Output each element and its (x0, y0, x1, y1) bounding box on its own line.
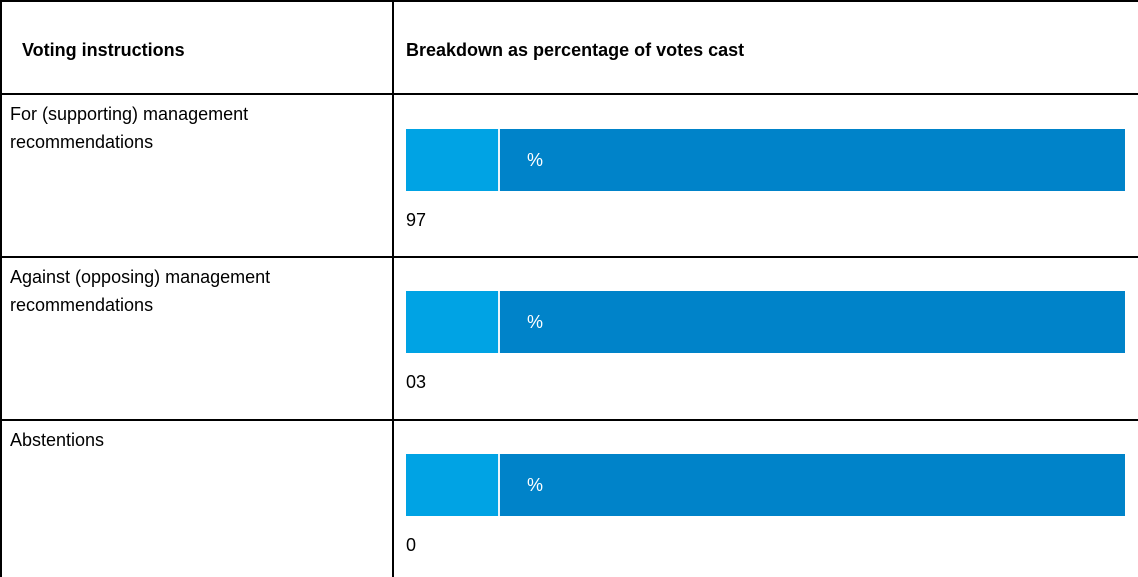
row-value: 03 (406, 372, 427, 392)
row-label-line2: recommendations (10, 295, 154, 315)
bar-divider (498, 291, 500, 353)
table-row-divider (0, 419, 1138, 421)
bar-divider (498, 454, 500, 516)
table-row-divider (0, 256, 1138, 258)
row-label-line1: Abstentions (10, 430, 105, 450)
table-row-divider (0, 93, 1138, 95)
header-voting-instructions: Voting instructions (22, 40, 185, 60)
header-breakdown: Breakdown as percentage of votes cast (406, 40, 745, 60)
table-column-divider (392, 0, 394, 577)
bar-percent-label: % (527, 311, 544, 332)
bar-percent-label: % (527, 149, 544, 170)
row-label: Against (opposing) management recommenda… (10, 263, 380, 319)
percentage-bar: % (406, 454, 1125, 516)
bar-light-segment (406, 129, 498, 191)
row-label-line1: Against (opposing) management (10, 267, 271, 287)
bar-divider (498, 129, 500, 191)
row-label: For (supporting) management recommendati… (10, 100, 380, 156)
percentage-bar: % (406, 291, 1125, 353)
bar-percent-label: % (527, 474, 544, 495)
table-left-border (0, 0, 2, 577)
row-value: 97 (406, 210, 427, 230)
table-top-border (0, 0, 1138, 2)
bar-light-segment (406, 454, 498, 516)
row-label: Abstentions (10, 426, 380, 454)
row-label-line1: For (supporting) management (10, 104, 249, 124)
bar-light-segment (406, 291, 498, 353)
row-value: 0 (406, 535, 417, 555)
row-label-line2: recommendations (10, 132, 154, 152)
percentage-bar: % (406, 129, 1125, 191)
